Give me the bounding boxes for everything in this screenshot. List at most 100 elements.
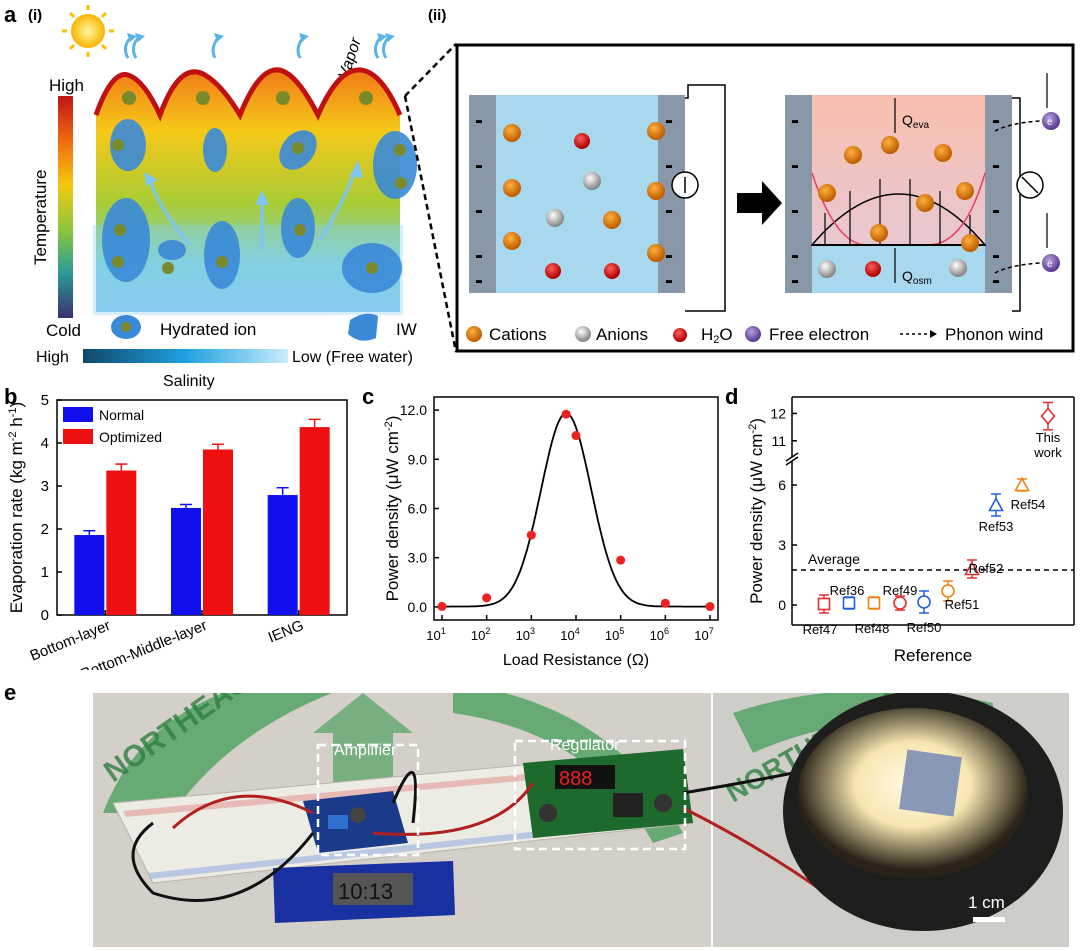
point-label: Ref54 bbox=[1011, 497, 1046, 512]
panel-label-a-ii: (ii) bbox=[428, 7, 447, 24]
q-eva-label: Qeva bbox=[902, 112, 929, 131]
free-electron-icon-top bbox=[1042, 112, 1060, 130]
regulator-display: 888 bbox=[559, 768, 592, 790]
regulator-label: Regulator bbox=[550, 737, 620, 754]
point-label: Ref51 bbox=[945, 597, 980, 612]
axis-break-mark bbox=[785, 452, 799, 462]
svg-text:-: - bbox=[665, 152, 673, 179]
x-tick-label: 105 bbox=[605, 626, 624, 643]
scale-bar-label: 1 cm bbox=[968, 893, 1005, 912]
panel-label-a-i: (i) bbox=[28, 7, 43, 24]
point-label: Ref53 bbox=[979, 519, 1014, 534]
bar-normal bbox=[74, 535, 105, 615]
x-tick-label: 104 bbox=[560, 626, 579, 643]
bar-optimized bbox=[203, 449, 233, 615]
x-tick-label: IENG bbox=[266, 617, 306, 647]
bar-normal bbox=[267, 495, 298, 615]
phonon-wind-legend-label: Phonon wind bbox=[945, 325, 1043, 344]
svg-text:-: - bbox=[665, 267, 673, 294]
y-tick-label: 3 bbox=[41, 478, 49, 495]
svg-text:-: - bbox=[992, 152, 1000, 179]
evaporator-sample bbox=[899, 749, 962, 817]
temp-high-label: High bbox=[49, 76, 84, 95]
hydrated-ion-label: Hydrated ion bbox=[160, 320, 256, 339]
svg-text:-: - bbox=[791, 267, 799, 294]
x-tick-label: 103 bbox=[516, 626, 535, 643]
y-tick-label: 0.0 bbox=[408, 599, 428, 615]
legend-swatch-optimized bbox=[63, 429, 93, 444]
x-tick-label: 107 bbox=[694, 626, 713, 643]
data-point bbox=[526, 530, 536, 540]
y-tick-label: 0 bbox=[778, 597, 786, 613]
svg-text:-: - bbox=[992, 197, 1000, 224]
marker-ref50 bbox=[917, 595, 931, 609]
iw-legend-icon bbox=[348, 313, 378, 341]
point-label: Ref50 bbox=[907, 620, 942, 635]
marker-ref47 bbox=[817, 597, 831, 611]
data-point bbox=[437, 601, 447, 611]
bar-optimized bbox=[299, 427, 330, 615]
free-electron-legend-label: Free electron bbox=[769, 325, 869, 344]
chart-power-comparison: 0361112AverageRef47Ref36Ref48Ref49Ref50R… bbox=[747, 396, 1075, 665]
legend-label-normal: Normal bbox=[99, 407, 144, 423]
x-axis-label: Reference bbox=[894, 646, 972, 665]
panel-a-ii-schematic: -- -- - -- -- - -- -- - -- -- - bbox=[455, 43, 1075, 353]
legend-label-optimized: Optimized bbox=[99, 429, 162, 445]
panel-label-b: b bbox=[4, 384, 18, 409]
marker-ref48 bbox=[867, 596, 881, 610]
svg-text:-: - bbox=[475, 267, 483, 294]
data-point bbox=[561, 409, 571, 419]
cations-legend-label: Cations bbox=[489, 325, 547, 344]
right-cell-cations bbox=[818, 136, 979, 252]
data-point bbox=[660, 598, 670, 608]
marker-this-work bbox=[1040, 407, 1056, 425]
y-tick-label: 6.0 bbox=[408, 501, 428, 517]
left-cell-water bbox=[545, 133, 620, 279]
svg-text:-: - bbox=[992, 107, 1000, 134]
chart-power-vs-resistance: 0.0 3.0 6.0 9.0 12.0 101 102 103 104 105 106 107 Loa… bbox=[383, 396, 719, 669]
svg-text:-: - bbox=[665, 242, 673, 269]
svg-text:-: - bbox=[791, 197, 799, 224]
sun-icon bbox=[62, 5, 114, 57]
amplifier-label: Amplifier bbox=[334, 742, 397, 759]
svg-text:-: - bbox=[665, 107, 673, 134]
scale-bar bbox=[973, 917, 1005, 922]
temp-cold-label: Cold bbox=[46, 321, 81, 340]
marker-ref36 bbox=[842, 596, 856, 610]
svg-text:e: e bbox=[1047, 259, 1053, 270]
y-axis-label: Power density (μW cm-2) bbox=[747, 418, 766, 604]
panel-a-i-diagram: Vapor High Cold Temperature Hydrated ion… bbox=[31, 5, 458, 390]
svg-text:-: - bbox=[791, 152, 799, 179]
point-label: Ref52 bbox=[969, 561, 1004, 576]
clock-display: 10:13 bbox=[338, 879, 393, 904]
temperature-axis-label: Temperature bbox=[31, 170, 50, 265]
q-osm-label: Qosm bbox=[902, 268, 932, 287]
right-cell-anions bbox=[818, 259, 967, 278]
point-label: Ref36 bbox=[830, 583, 865, 598]
axis-break-mark bbox=[785, 456, 799, 466]
svg-text:-: - bbox=[992, 242, 1000, 269]
data-point bbox=[616, 555, 626, 565]
bar-normal bbox=[171, 507, 201, 615]
left-cell-cations bbox=[503, 122, 665, 262]
y-tick-label: 3 bbox=[778, 537, 786, 553]
marker-ref52 bbox=[964, 560, 980, 576]
salinity-low-label: Low (Free water) bbox=[292, 349, 413, 366]
y-axis-label: Evaporation rate (kg m-2 h-1) bbox=[7, 402, 26, 613]
salinity-label: Salinity bbox=[163, 373, 215, 390]
svg-text:-: - bbox=[475, 107, 483, 134]
salinity-high-label: High bbox=[36, 349, 69, 366]
average-label: Average bbox=[808, 551, 860, 567]
y-tick-label: 2 bbox=[41, 521, 49, 538]
anions-legend-icon bbox=[575, 326, 591, 342]
left-cell-minus-signs: -- -- - -- -- - bbox=[475, 107, 673, 294]
right-cell-water bbox=[865, 261, 881, 277]
data-point bbox=[571, 431, 581, 441]
free-electron-icon-bottom bbox=[1042, 254, 1060, 272]
vapor-arrows bbox=[123, 37, 390, 59]
y-tick-label: 9.0 bbox=[408, 451, 428, 467]
plot-frame bbox=[433, 396, 719, 621]
svg-text:-: - bbox=[791, 242, 799, 269]
svg-text:-: - bbox=[475, 242, 483, 269]
